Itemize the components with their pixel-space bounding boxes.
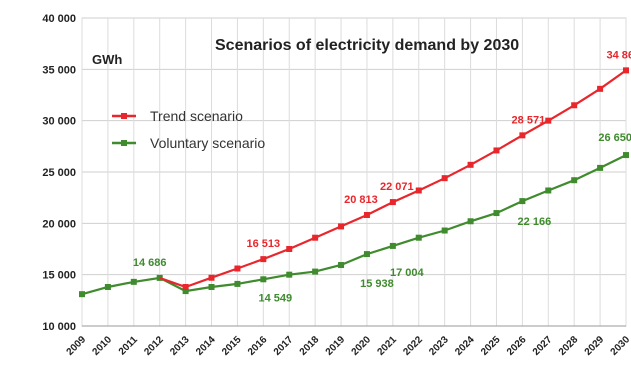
- x-tick-label: 2021: [375, 334, 399, 358]
- y-tick-label: 30 000: [42, 116, 76, 128]
- series-0-point: [545, 117, 552, 124]
- series-1-point: [571, 177, 578, 184]
- x-tick-label: 2026: [505, 334, 529, 358]
- y-tick-label: 10 000: [42, 321, 76, 333]
- x-tick-label: 2024: [453, 334, 477, 358]
- x-tick-label: 2025: [479, 334, 503, 358]
- data-label: 22 166: [518, 216, 552, 228]
- series-0-point: [415, 187, 422, 194]
- series-0-point: [260, 256, 267, 263]
- y-unit-label: GWh: [92, 52, 122, 67]
- series-1-point: [389, 242, 396, 249]
- data-label: 34 86: [606, 49, 631, 61]
- data-label: 20 813: [344, 194, 378, 206]
- series-0-point: [519, 132, 526, 139]
- y-axis: 10 000 15 000 20 000 25 000 30 000 35 000 40 0…: [42, 13, 76, 333]
- x-tick-label: 2015: [220, 334, 244, 358]
- series-1-point: [260, 276, 267, 283]
- data-label: 22 071: [380, 181, 414, 193]
- series-1-point: [363, 251, 370, 258]
- x-tick-label: 2009: [65, 334, 89, 358]
- series-1-point: [234, 280, 241, 287]
- x-tick-label: 2013: [168, 334, 192, 358]
- series-1-point: [286, 271, 293, 278]
- data-label: 26 650: [598, 132, 631, 144]
- series-0-point: [286, 246, 293, 252]
- legend: Trend scenario Voluntary scenario: [112, 108, 265, 151]
- y-tick-label: 25 000: [42, 167, 76, 179]
- series-0-point: [312, 234, 319, 241]
- series-0-point: [234, 265, 241, 272]
- legend-marker: [121, 140, 127, 146]
- series-1-point: [338, 262, 345, 269]
- series-1-point: [104, 283, 111, 290]
- series-1-point: [467, 218, 474, 225]
- legend-marker: [121, 113, 127, 119]
- series-1-point: [79, 291, 85, 298]
- grid: [81, 17, 627, 327]
- y-tick-label: 35 000: [42, 64, 76, 76]
- series-1-point: [623, 152, 629, 159]
- series-1-point: [130, 278, 137, 285]
- series-0-point: [467, 161, 474, 168]
- series-1-point: [519, 198, 526, 205]
- x-tick-label: 2028: [557, 334, 581, 358]
- data-label: 14 549: [259, 292, 293, 304]
- series-1-point: [441, 227, 448, 234]
- series-0-point: [363, 211, 370, 218]
- x-tick-label: 2030: [609, 334, 631, 358]
- chart-title: Scenarios of electricity demand by 2030: [215, 37, 519, 54]
- series-1-point: [493, 210, 500, 217]
- series-0-point: [493, 147, 500, 154]
- y-tick-label: 40 000: [42, 13, 76, 25]
- data-label: 16 513: [247, 238, 281, 250]
- series-0-point: [208, 274, 215, 281]
- series-1-point: [208, 283, 215, 290]
- series-0-point: [338, 223, 345, 230]
- series-1-point: [312, 268, 319, 275]
- y-tick-label: 15 000: [42, 270, 76, 282]
- data-label: 15 938: [360, 278, 394, 290]
- x-tick-label: 2019: [324, 334, 348, 358]
- data-label: 14 686: [133, 257, 167, 269]
- legend-label: Trend scenario: [150, 108, 243, 124]
- data-label: 17 004: [390, 267, 425, 279]
- x-tick-label: 2016: [246, 334, 270, 358]
- series-0-point: [182, 283, 189, 290]
- x-tick-label: 2017: [272, 334, 296, 358]
- data-label: 28 571: [512, 114, 546, 126]
- series-group: [79, 67, 629, 298]
- x-tick-label: 2020: [350, 334, 374, 358]
- series-0-point: [571, 102, 578, 109]
- legend-label: Voluntary scenario: [150, 135, 265, 151]
- series-1-point: [415, 234, 422, 241]
- x-tick-label: 2018: [298, 334, 322, 358]
- x-tick-label: 2014: [194, 334, 218, 358]
- x-tick-label: 2012: [142, 334, 166, 358]
- series-0-point: [597, 85, 604, 92]
- x-tick-label: 2011: [117, 334, 140, 357]
- x-tick-label: 2022: [401, 334, 425, 358]
- series-0-point: [389, 199, 396, 206]
- y-tick-label: 20 000: [42, 218, 76, 230]
- series-line-1: [81, 154, 627, 296]
- series-0-point: [623, 67, 629, 74]
- series-0-point: [441, 175, 448, 182]
- series-1-point: [182, 288, 189, 295]
- x-tick-label: 2029: [583, 334, 607, 358]
- x-axis: 2009 2010 2011 2012 2013 2014 2015 2016 2017 2018…: [65, 325, 631, 358]
- series-1-point: [545, 187, 552, 194]
- x-tick-label: 2010: [91, 334, 115, 358]
- x-tick-label: 2023: [427, 334, 451, 358]
- x-tick-label: 2027: [531, 334, 555, 358]
- series-1-point: [597, 164, 604, 171]
